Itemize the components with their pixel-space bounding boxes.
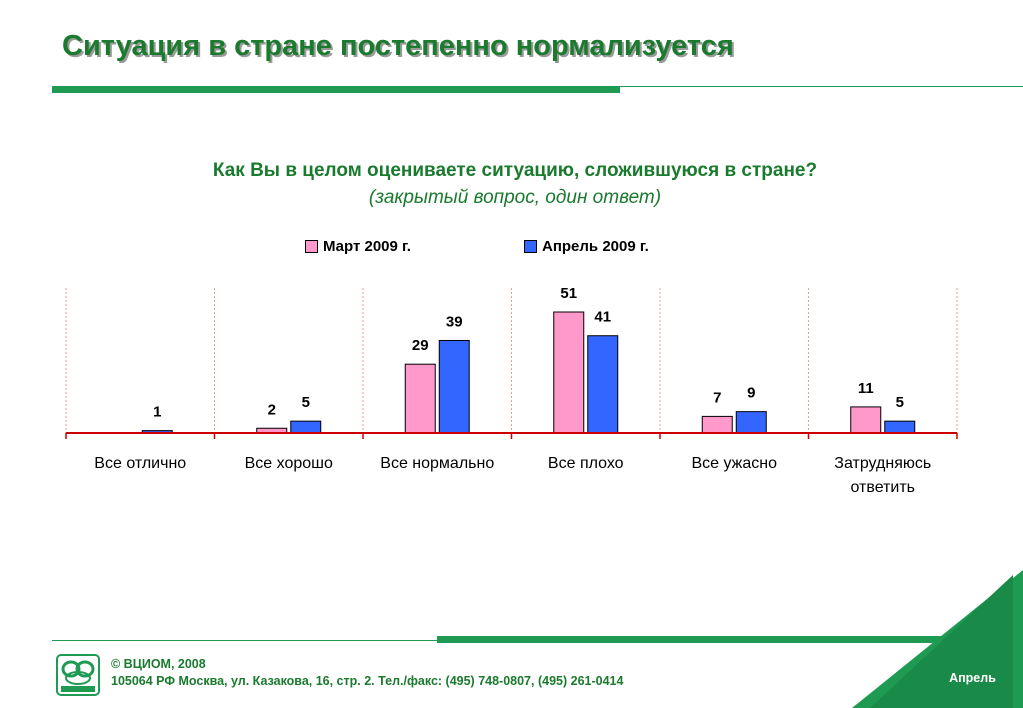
legend-swatch-march <box>305 240 318 253</box>
footer-rule-thin <box>52 640 437 641</box>
data-label: 11 <box>858 380 874 397</box>
bar-march <box>404 363 436 434</box>
data-label: 1 <box>153 404 161 421</box>
data-label: 5 <box>302 394 310 411</box>
tick-label: Все хорошо <box>245 455 333 472</box>
footer-copyright: © ВЦИОМ, 2008 <box>111 657 206 671</box>
tick-label: Все отлично <box>94 455 186 472</box>
slide-title: Ситуация в стране постепенно нормализует… <box>62 30 734 62</box>
title-underline-thin <box>620 86 1023 87</box>
bar-april <box>438 339 470 434</box>
vciom-logo-icon <box>56 654 100 696</box>
tick-label: ответить <box>851 479 916 496</box>
legend-item-march: Март 2009 г. <box>305 238 411 255</box>
footer-rule <box>437 636 997 643</box>
data-label: 5 <box>896 394 904 411</box>
title-underline <box>52 86 620 93</box>
data-label: 41 <box>594 309 611 326</box>
tick-label: Затрудняюсь <box>834 455 931 472</box>
tick-label: Все нормально <box>380 455 494 472</box>
data-label: 2 <box>268 401 276 418</box>
footer-month: Апрель <box>949 671 996 685</box>
footer-address: 105064 РФ Москва, ул. Казакова, 16, стр.… <box>111 674 624 688</box>
bar-april <box>587 335 619 434</box>
data-label: 51 <box>560 285 577 302</box>
legend-label-march: Март 2009 г. <box>323 238 411 255</box>
data-label: 29 <box>412 337 429 354</box>
data-label: 7 <box>713 389 721 406</box>
data-label: 9 <box>747 385 755 402</box>
legend-swatch-april <box>524 240 537 253</box>
tick-label: Все ужасно <box>691 455 777 472</box>
question-note: (закрытый вопрос, один ответ) <box>368 187 662 208</box>
data-label: 39 <box>446 313 463 330</box>
tick-label: Все плохо <box>548 455 624 472</box>
legend-label-april: Апрель 2009 г. <box>542 238 649 255</box>
chart-question: Как Вы в целом оцениваете ситуацию, слож… <box>212 160 818 181</box>
legend-item-april: Апрель 2009 г. <box>524 238 649 255</box>
